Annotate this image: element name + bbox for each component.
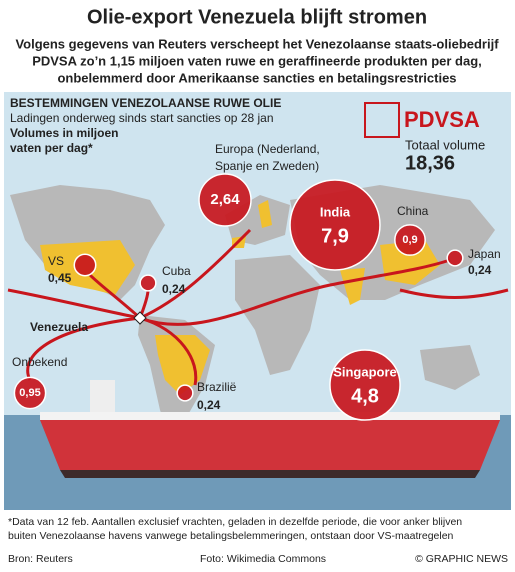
value-label: 7,9 [321,225,349,247]
bubble [289,179,381,271]
source: Bron: Reuters [8,553,73,565]
europe-highlight [232,200,272,248]
bubble [394,224,426,256]
map-subheading: Ladingen onderweg sinds start sancties o… [10,111,274,125]
routes [7,228,509,386]
bubble [446,249,464,267]
ship-waterline [60,470,480,478]
photo-credit: Foto: Wikimedia Commons [200,553,326,565]
map-heading: BESTEMMINGEN VENEZOLAANSE RUWE OLIE [10,96,281,110]
route [7,288,141,320]
logo-mark [364,102,400,138]
subtitle: PDVSA zo’n 1,15 miljoen vaten ruwe en ge… [32,53,482,68]
origin-marker [133,311,147,325]
bubble [176,384,194,402]
africa [235,255,320,375]
units: Volumes in miljoen [10,126,118,140]
value-label: 0,24 [468,263,492,277]
route [139,228,252,320]
map-panel: PDVSA Totaal volume 18,36 BESTEMMINGEN V… [4,92,511,510]
destination-name: Cuba [162,264,191,278]
bubbles: VS 0,45 Cuba 0,24 Europa (Nederland, 2,64 Indi… [12,142,501,421]
destination-name: China [397,204,429,218]
value-label: 0,45 [48,271,72,285]
destination-name: Japan [468,247,501,261]
value-label: 0,9 [402,234,417,246]
destination-name: Europa (Nederland, [215,142,320,156]
route [139,258,451,326]
value-label: 0,24 [162,282,186,296]
destination-name: Brazilië [197,380,237,394]
india [340,268,365,305]
route [139,316,198,386]
destination-name: Spanje en Zweden) [215,159,319,173]
origin-label: Venezuela [30,320,88,334]
bubble [139,274,157,292]
subtitle: Volgens gegevens van Reuters verscheept … [15,36,499,51]
route [88,273,142,320]
ship-deck [40,412,500,420]
logo-text: PDVSA [404,107,480,132]
footnote: buiten Venezolaanse havens vanwege betal… [8,530,454,542]
units: vaten per dag* [10,141,93,155]
destination-name: India [320,204,351,219]
total-label: Totaal volume [405,137,485,152]
credit: © GRAPHIC NEWS [415,553,508,565]
value-label: 0,95 [19,387,40,399]
route [26,316,141,381]
destination-name: VS [48,254,64,268]
footnote: *Data van 12 feb. Aantallen exclusief vr… [8,516,462,528]
value-label: 0,24 [197,398,221,412]
value-label: 4,8 [351,385,379,407]
route [399,288,509,299]
australia [420,345,480,390]
bubble [73,253,97,277]
ship-hull [40,420,500,470]
destination-name: Onbekend [12,355,67,369]
subtitle: onbelemmerd door Amerikaanse sancties en… [57,70,456,85]
bubble [13,376,47,410]
total-value: 18,36 [405,152,455,174]
value-label: 2,64 [210,191,240,208]
bubble [198,173,252,227]
bubble [329,349,401,421]
destination-name: Singapore [333,364,397,379]
title: Olie-export Venezuela blijft stromen [87,6,427,28]
